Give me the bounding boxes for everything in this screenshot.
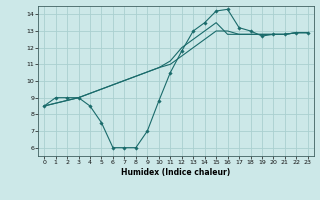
X-axis label: Humidex (Indice chaleur): Humidex (Indice chaleur) [121, 168, 231, 177]
